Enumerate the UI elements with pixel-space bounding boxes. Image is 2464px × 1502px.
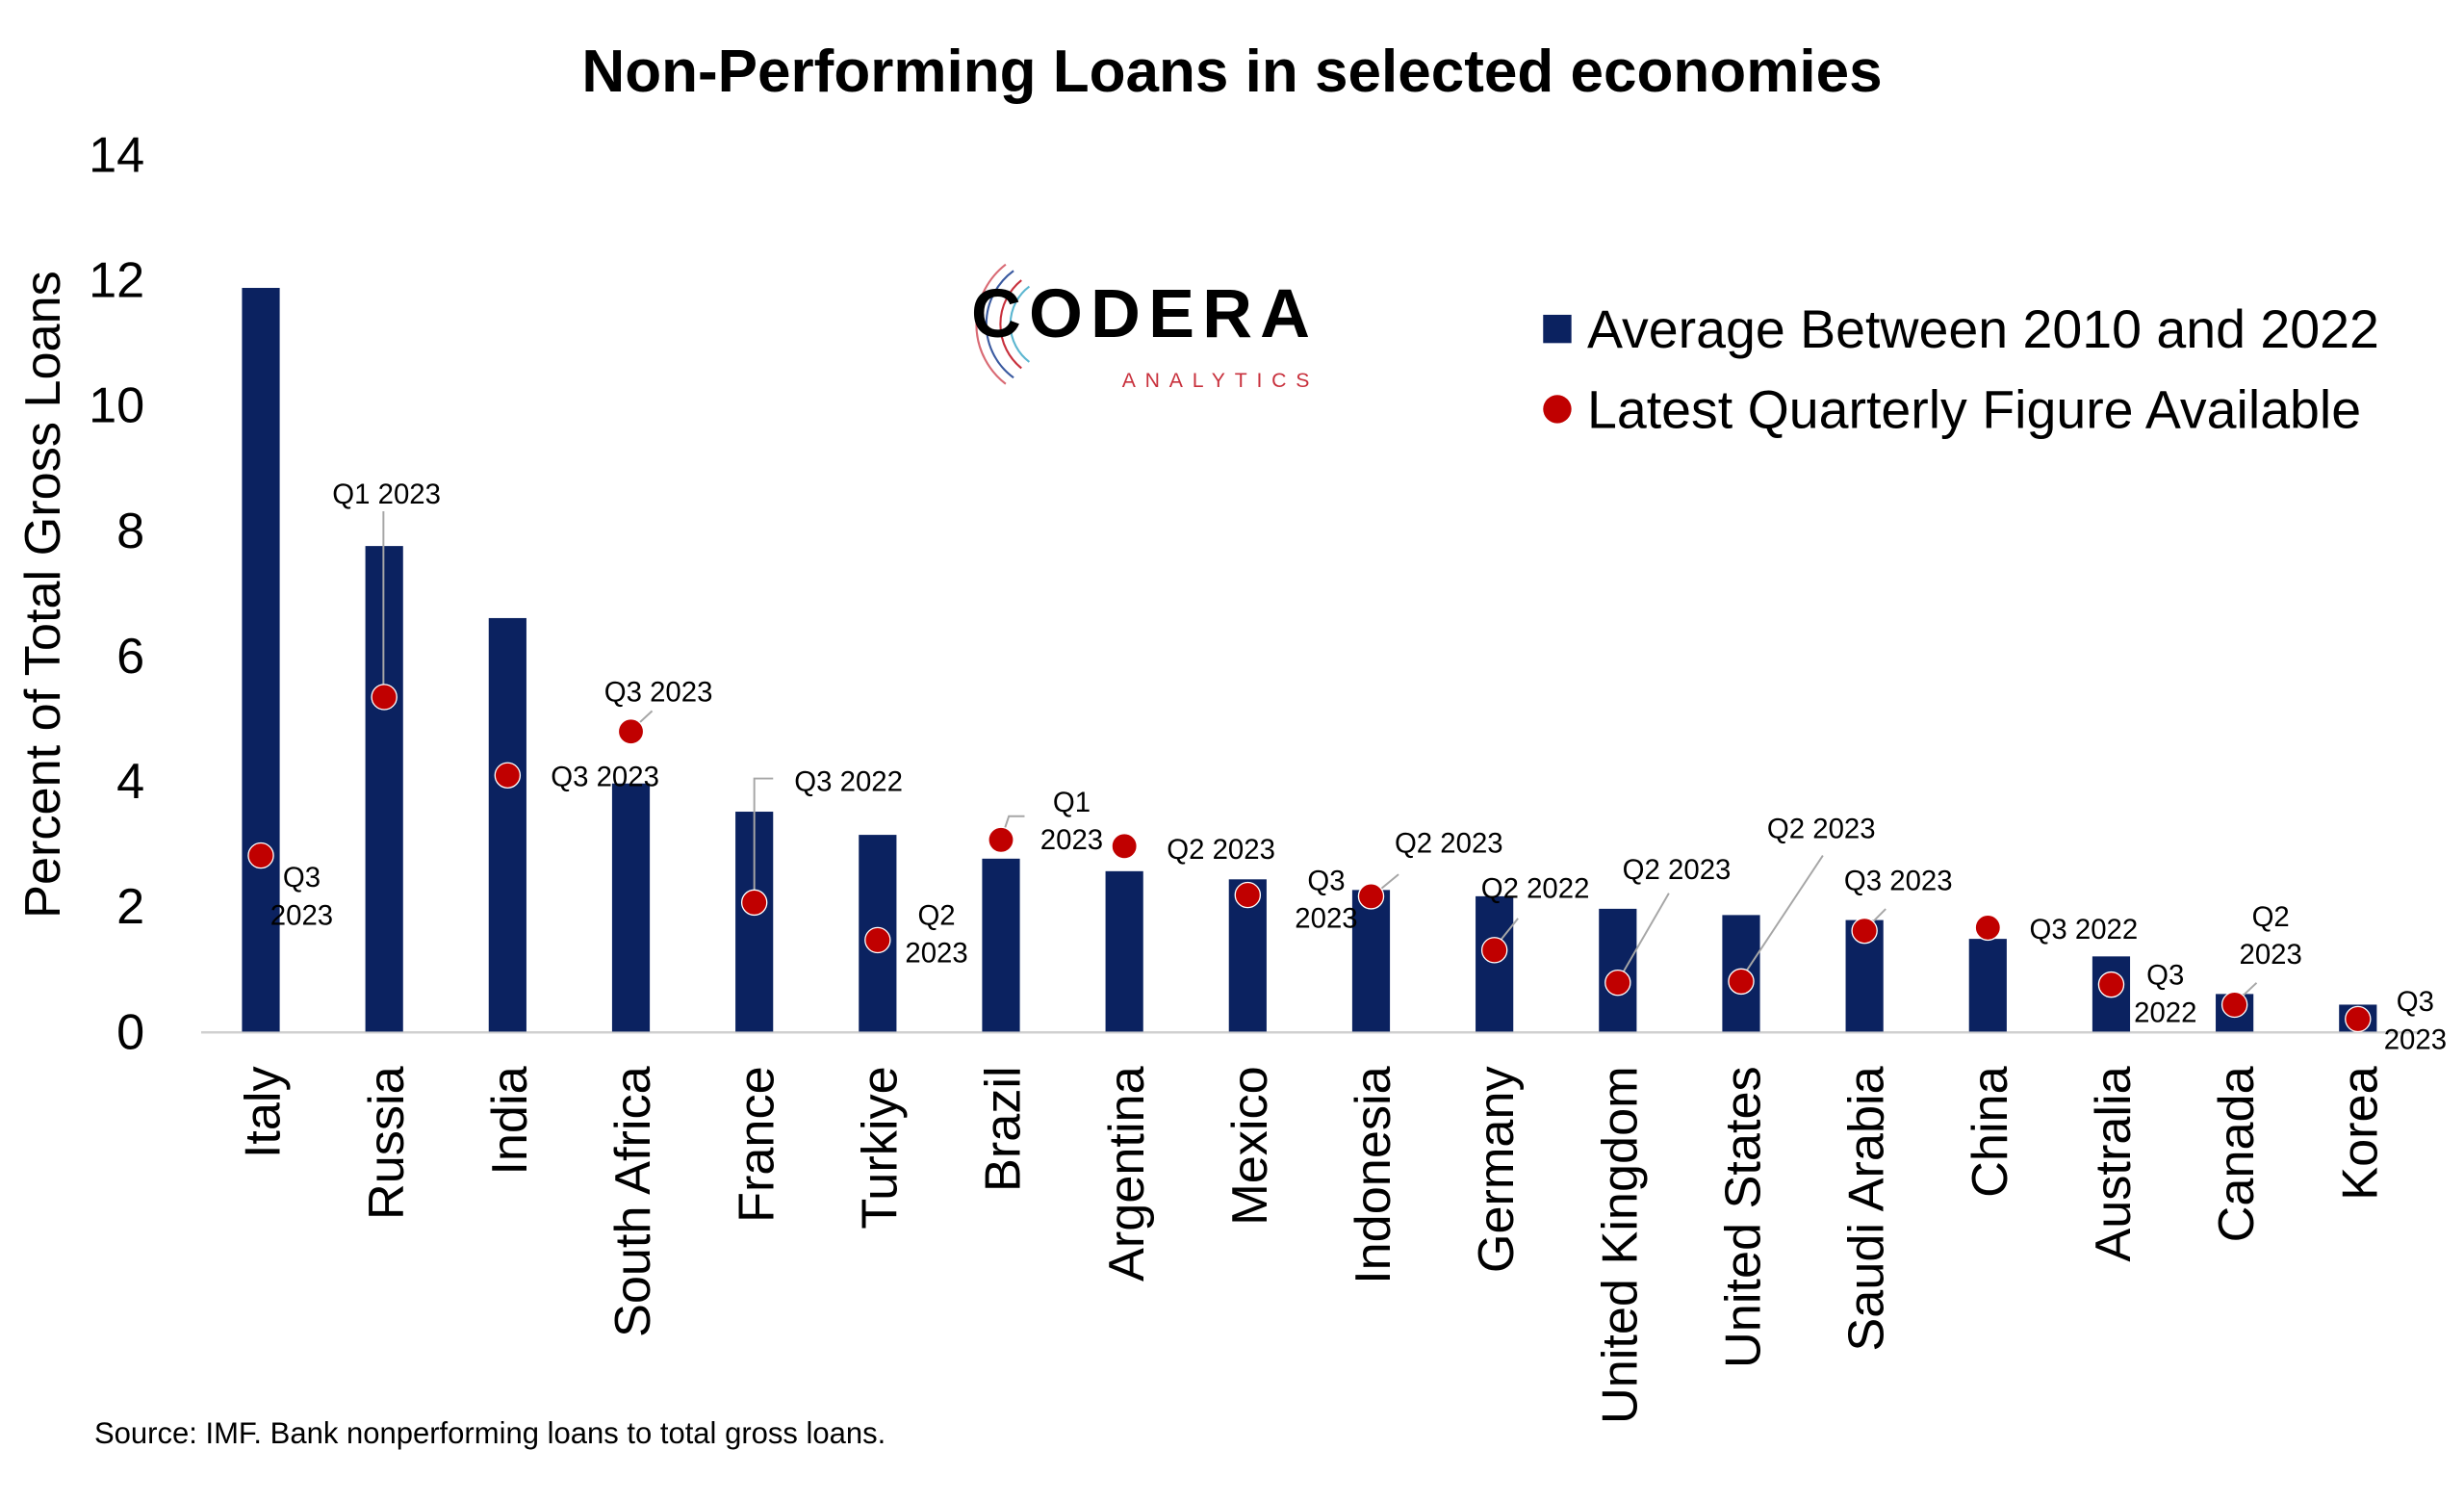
point-label: Q2 2023 xyxy=(1623,854,1732,886)
x-tick-label: Russia xyxy=(359,1065,415,1220)
leader-line xyxy=(753,777,774,903)
x-tick-label: Canada xyxy=(2209,1065,2265,1242)
y-axis-label: Percent of Total Gross Loans xyxy=(15,271,71,919)
point-mexico xyxy=(1234,881,1262,909)
point-germany xyxy=(1480,937,1508,964)
point-label: Q2 2023 xyxy=(2240,901,2302,971)
bar-germany xyxy=(1476,895,1514,1032)
legend: Average Between 2010 and 2022 Latest Qua… xyxy=(1543,299,2379,439)
x-tick-label: China xyxy=(1963,1065,2018,1197)
point-argentina xyxy=(1111,833,1138,860)
y-tick-label: 2 xyxy=(116,879,144,935)
point-label: Q3 2023 xyxy=(604,677,713,709)
point-united-kingdom xyxy=(1604,969,1631,997)
x-tick-label: Indonesia xyxy=(1346,1065,1401,1283)
point-label: Q2 2023 xyxy=(1395,827,1503,859)
logo-name: CODERA xyxy=(971,275,1318,352)
leader-line xyxy=(1616,893,1670,984)
point-label: Q3 2023 xyxy=(270,862,333,931)
point-label: Q3 2022 xyxy=(794,766,903,798)
point-russia xyxy=(371,684,398,711)
bar-china xyxy=(1968,939,2007,1032)
y-tick-label: 14 xyxy=(89,127,144,183)
point-label: Q2 2023 xyxy=(1767,814,1876,845)
x-tick-label: Mexico xyxy=(1222,1066,1278,1225)
point-label: Q3 2023 xyxy=(551,762,659,793)
point-label: Q2 2023 xyxy=(1167,834,1275,866)
leader-line xyxy=(1738,855,1824,982)
point-label: Q3 2023 xyxy=(1844,865,1953,896)
point-france xyxy=(740,889,768,917)
point-south-africa xyxy=(617,718,645,745)
point-indonesia xyxy=(1357,883,1385,910)
x-tick-label: Italy xyxy=(236,1065,292,1158)
bar-argentina xyxy=(1105,870,1143,1032)
logo-arc-icon xyxy=(975,263,1031,385)
x-tick-label: Turkiye xyxy=(852,1066,908,1229)
bar-italy xyxy=(242,288,280,1032)
point-turkiye xyxy=(864,926,891,954)
x-tick-label: India xyxy=(482,1065,538,1175)
y-tick-label: 12 xyxy=(89,253,144,309)
legend-dot-swatch xyxy=(1543,395,1572,424)
x-tick-label: United Kingdom xyxy=(1592,1066,1648,1424)
logo-sub: ANALYTICS xyxy=(1122,370,1320,392)
y-tick-label: 8 xyxy=(116,504,144,559)
chart-title: Non-Performing Loans in selected economi… xyxy=(581,39,1882,105)
point-australia xyxy=(2097,971,2125,998)
point-italy xyxy=(247,842,274,869)
point-label: Q3 2022 xyxy=(2134,959,2196,1028)
point-india xyxy=(494,762,522,789)
point-united-states xyxy=(1728,968,1755,996)
x-tick-label: South Africa xyxy=(605,1065,661,1337)
point-saudi-arabia xyxy=(1851,917,1878,945)
source-note: Source: IMF. Bank nonperforming loans to… xyxy=(94,1416,886,1450)
point-brazil xyxy=(988,826,1014,854)
point-korea xyxy=(2345,1005,2372,1033)
bar-south-africa xyxy=(611,783,651,1032)
point-label: Q2 2023 xyxy=(905,899,967,969)
point-label: Q3 2023 xyxy=(2384,986,2447,1055)
point-canada xyxy=(2220,991,2248,1019)
x-tick-label: Brazil xyxy=(976,1066,1032,1192)
point-label: Q2 2022 xyxy=(1481,873,1590,905)
x-tick-label: Korea xyxy=(2332,1065,2388,1200)
point-label: Q3 2023 xyxy=(1295,865,1357,934)
legend-bar-label: Average Between 2010 and 2022 xyxy=(1587,299,2379,359)
y-tick-label: 10 xyxy=(89,378,144,434)
y-tick-label: 0 xyxy=(116,1004,144,1060)
y-tick-label: 6 xyxy=(116,629,144,685)
x-tick-label: Germany xyxy=(1469,1065,1525,1273)
point-label: Q1 2023 xyxy=(332,479,441,510)
bar-indonesia xyxy=(1351,890,1391,1032)
y-tick-label: 4 xyxy=(116,754,144,810)
bar-brazil xyxy=(982,858,1020,1032)
codera-logo: CODERA ANALYTICS xyxy=(971,263,1320,392)
legend-dot-label: Latest Quarterly Figure Available xyxy=(1587,379,2361,439)
x-tick-label: United States xyxy=(1716,1066,1772,1368)
x-tick-label: Australia xyxy=(2086,1065,2142,1261)
point-china xyxy=(1974,914,2002,942)
x-tick-label: Argentina xyxy=(1099,1065,1155,1282)
x-tick-label: France xyxy=(729,1066,784,1223)
bar-india xyxy=(488,617,526,1032)
legend-bar-swatch xyxy=(1543,314,1572,344)
point-label: Q3 2022 xyxy=(2030,914,2139,945)
x-tick-label: Saudi Arabia xyxy=(1839,1065,1895,1351)
point-label: Q1 2023 xyxy=(1040,787,1103,856)
